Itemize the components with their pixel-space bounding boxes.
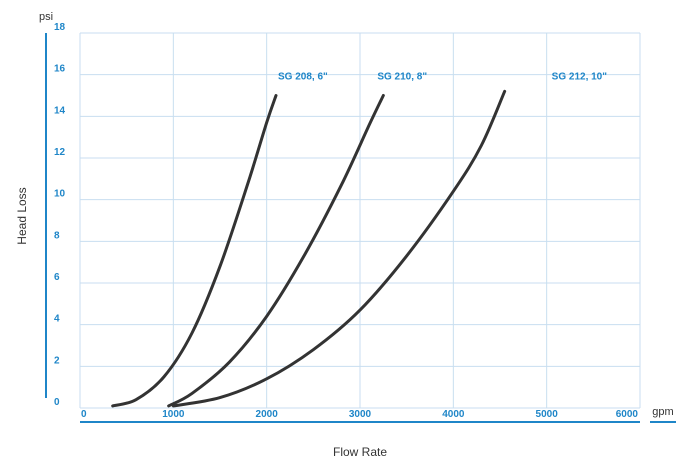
y-tick-label-10: 10 [54,189,66,200]
y-tick-label-0: 0 [54,397,60,408]
y-tick-label-2: 2 [54,355,60,366]
x-tick-label-6000: 6000 [616,409,639,420]
x-tick-label-3000: 3000 [349,409,372,420]
grid-lines [79,32,641,409]
y-tick-label-8: 8 [54,230,60,241]
x-tick-label-4000: 4000 [442,409,465,420]
tick-labels: 0 2 4 6 8 10 12 14 16 18 0 1000 2000 3000 4000 5000 6000 [54,22,638,420]
series-line-2 [167,94,385,408]
x-tick-label-1000: 1000 [162,409,185,420]
series-label-3: SG 212, 10" [552,72,608,83]
series-labels: SG 208, 6" SG 210, 8" SG 212, 10" [278,72,607,83]
y-tick-label-18: 18 [54,22,66,33]
x-unit-label: gpm [652,406,673,418]
series-curves [111,89,507,408]
x-tick-label-0: 0 [81,409,87,420]
axis-bars [45,33,676,423]
y-axis-title: Head Loss [15,187,29,244]
y-unit-label: psi [39,11,53,23]
x-axis-title: Flow Rate [333,445,387,459]
series-label-2: SG 210, 8" [377,72,427,83]
y-tick-label-16: 16 [54,64,66,75]
x-tick-label-5000: 5000 [536,409,559,420]
x-tick-label-2000: 2000 [256,409,279,420]
y-tick-label-14: 14 [54,105,66,116]
y-tick-label-4: 4 [54,314,60,325]
series-label-1: SG 208, 6" [278,72,328,83]
y-tick-label-6: 6 [54,272,60,283]
series-line-1 [111,94,278,408]
series-line-3 [171,89,507,408]
y-tick-label-12: 12 [54,147,66,158]
